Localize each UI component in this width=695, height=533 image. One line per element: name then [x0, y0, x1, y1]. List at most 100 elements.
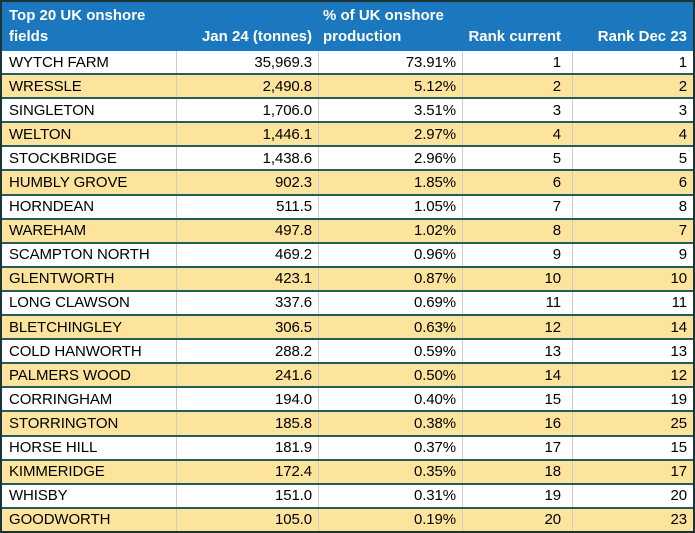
cell-pct-production: 0.31%: [318, 484, 462, 507]
cell-rank-current: 12: [462, 316, 572, 339]
cell-tonnes-jan24: 902.3: [176, 171, 318, 194]
cell-rank-current: 2: [462, 75, 572, 98]
cell-rank-current: 14: [462, 364, 572, 387]
header-field-column: Top 20 UK onshore fields: [2, 2, 176, 51]
cell-rank-dec23: 2: [572, 75, 693, 98]
cell-field-name: STOCKBRIDGE: [9, 149, 117, 167]
cell-rank-current: 3: [462, 99, 572, 122]
cell-pct-production: 0.87%: [318, 267, 462, 290]
cell-tonnes-jan24: 185.8: [176, 412, 318, 435]
cell-tonnes-jan24: 1,438.6: [176, 147, 318, 170]
header-rank-current-column: Rank current: [462, 2, 572, 51]
cell-rank-dec23: 4: [572, 123, 693, 146]
cell-rank-dec23: 20: [572, 484, 693, 507]
table-row: GLENTWORTH 423.1 0.87% 10 10: [2, 267, 693, 292]
cell-tonnes-jan24: 2,490.8: [176, 75, 318, 98]
cell-pct-production: 0.35%: [318, 460, 462, 483]
cell-pct-production: 73.91%: [318, 51, 462, 74]
cell-pct-production: 0.59%: [318, 340, 462, 363]
cell-field-name: LONG CLAWSON: [9, 294, 130, 312]
cell-rank-current: 6: [462, 171, 572, 194]
cell-field-name: GLENTWORTH: [9, 270, 115, 288]
cell-tonnes-jan24: 181.9: [176, 436, 318, 459]
table-row: LONG CLAWSON 337.6 0.69% 11 11: [2, 291, 693, 317]
table-row: COLD HANWORTH 288.2 0.59% 13 13: [2, 340, 693, 365]
table-row: WRESSLE 2,490.8 5.12% 2 2: [2, 75, 693, 100]
table-row: GOODWORTH 105.0 0.19% 20 23: [2, 508, 693, 531]
table-row: WAREHAM 497.8 1.02% 8 7: [2, 219, 693, 244]
table-body: WYTCH FARM 35,969.3 73.91% 1 1 WRESSLE 2…: [2, 51, 693, 531]
cell-rank-current: 10: [462, 267, 572, 290]
table-row: SCAMPTON NORTH 469.2 0.96% 9 9: [2, 243, 693, 268]
header-tonnes-line2: Jan 24 (tonnes): [201, 28, 312, 45]
cell-tonnes-jan24: 469.2: [176, 243, 318, 266]
cell-rank-dec23: 12: [572, 364, 693, 387]
cell-tonnes-jan24: 288.2: [176, 340, 318, 363]
cell-tonnes-jan24: 497.8: [176, 219, 318, 242]
cell-rank-current: 20: [462, 508, 572, 531]
cell-pct-production: 1.05%: [318, 195, 462, 218]
header-field-line2: fields: [9, 28, 49, 45]
cell-field-name: HUMBLY GROVE: [9, 174, 128, 192]
cell-field-name: KIMMERIDGE: [9, 463, 105, 481]
cell-rank-dec23: 17: [572, 460, 693, 483]
cell-pct-production: 2.97%: [318, 123, 462, 146]
table-row: CORRINGHAM 194.0 0.40% 15 19: [2, 388, 693, 413]
cell-rank-current: 13: [462, 340, 572, 363]
cell-pct-production: 1.85%: [318, 171, 462, 194]
cell-field-name: COLD HANWORTH: [9, 342, 142, 360]
table-row: HORSE HILL 181.9 0.37% 17 15: [2, 436, 693, 461]
cell-rank-dec23: 25: [572, 412, 693, 435]
header-pct-line1: % of UK onshore: [323, 7, 444, 24]
cell-rank-current: 4: [462, 123, 572, 146]
table-row: PALMERS WOOD 241.6 0.50% 14 12: [2, 364, 693, 389]
cell-rank-current: 9: [462, 243, 572, 266]
cell-rank-current: 18: [462, 460, 572, 483]
table-header-row: Top 20 UK onshore fields Jan 24 (tonnes)…: [2, 2, 693, 51]
cell-tonnes-jan24: 194.0: [176, 388, 318, 411]
cell-rank-dec23: 14: [572, 316, 693, 339]
cell-rank-current: 7: [462, 195, 572, 218]
cell-rank-dec23: 8: [572, 195, 693, 218]
cell-field-name: WRESSLE: [9, 77, 82, 95]
cell-field-name: WELTON: [9, 125, 72, 143]
cell-pct-production: 0.69%: [318, 291, 462, 315]
cell-rank-dec23: 5: [572, 147, 693, 170]
header-pct-line2: production: [323, 28, 402, 45]
header-rank-current-line2: Rank current: [468, 28, 561, 45]
cell-rank-dec23: 7: [572, 219, 693, 242]
cell-tonnes-jan24: 105.0: [176, 508, 318, 531]
cell-rank-dec23: 1: [572, 51, 693, 74]
cell-field-name: HORSE HILL: [9, 439, 98, 457]
cell-field-name: CORRINGHAM: [9, 390, 113, 408]
cell-rank-dec23: 6: [572, 171, 693, 194]
table-row: WHISBY 151.0 0.31% 19 20: [2, 484, 693, 509]
cell-field-name: BLETCHINGLEY: [9, 318, 122, 336]
cell-rank-current: 11: [462, 291, 572, 315]
cell-rank-current: 16: [462, 412, 572, 435]
cell-field-name: WHISBY: [9, 487, 68, 505]
cell-field-name: PALMERS WOOD: [9, 366, 131, 384]
cell-field-name: SCAMPTON NORTH: [9, 246, 150, 264]
cell-field-name: WYTCH FARM: [9, 53, 109, 71]
cell-rank-dec23: 9: [572, 243, 693, 266]
header-tonnes-column: Jan 24 (tonnes): [176, 2, 318, 51]
table-row: WELTON 1,446.1 2.97% 4 4: [2, 123, 693, 148]
cell-field-name: SINGLETON: [9, 101, 95, 119]
cell-tonnes-jan24: 306.5: [176, 316, 318, 339]
cell-rank-dec23: 23: [572, 508, 693, 531]
cell-pct-production: 0.63%: [318, 316, 462, 339]
cell-rank-dec23: 13: [572, 340, 693, 363]
cell-rank-dec23: 10: [572, 267, 693, 290]
cell-rank-current: 15: [462, 388, 572, 411]
cell-tonnes-jan24: 1,706.0: [176, 99, 318, 122]
cell-pct-production: 0.50%: [318, 364, 462, 387]
header-rank-dec23-line2: Rank Dec 23: [597, 28, 687, 45]
cell-rank-dec23: 11: [572, 291, 693, 315]
cell-tonnes-jan24: 511.5: [176, 195, 318, 218]
table-row: WYTCH FARM 35,969.3 73.91% 1 1: [2, 51, 693, 76]
cell-rank-current: 1: [462, 51, 572, 74]
cell-tonnes-jan24: 172.4: [176, 460, 318, 483]
cell-pct-production: 0.19%: [318, 508, 462, 531]
